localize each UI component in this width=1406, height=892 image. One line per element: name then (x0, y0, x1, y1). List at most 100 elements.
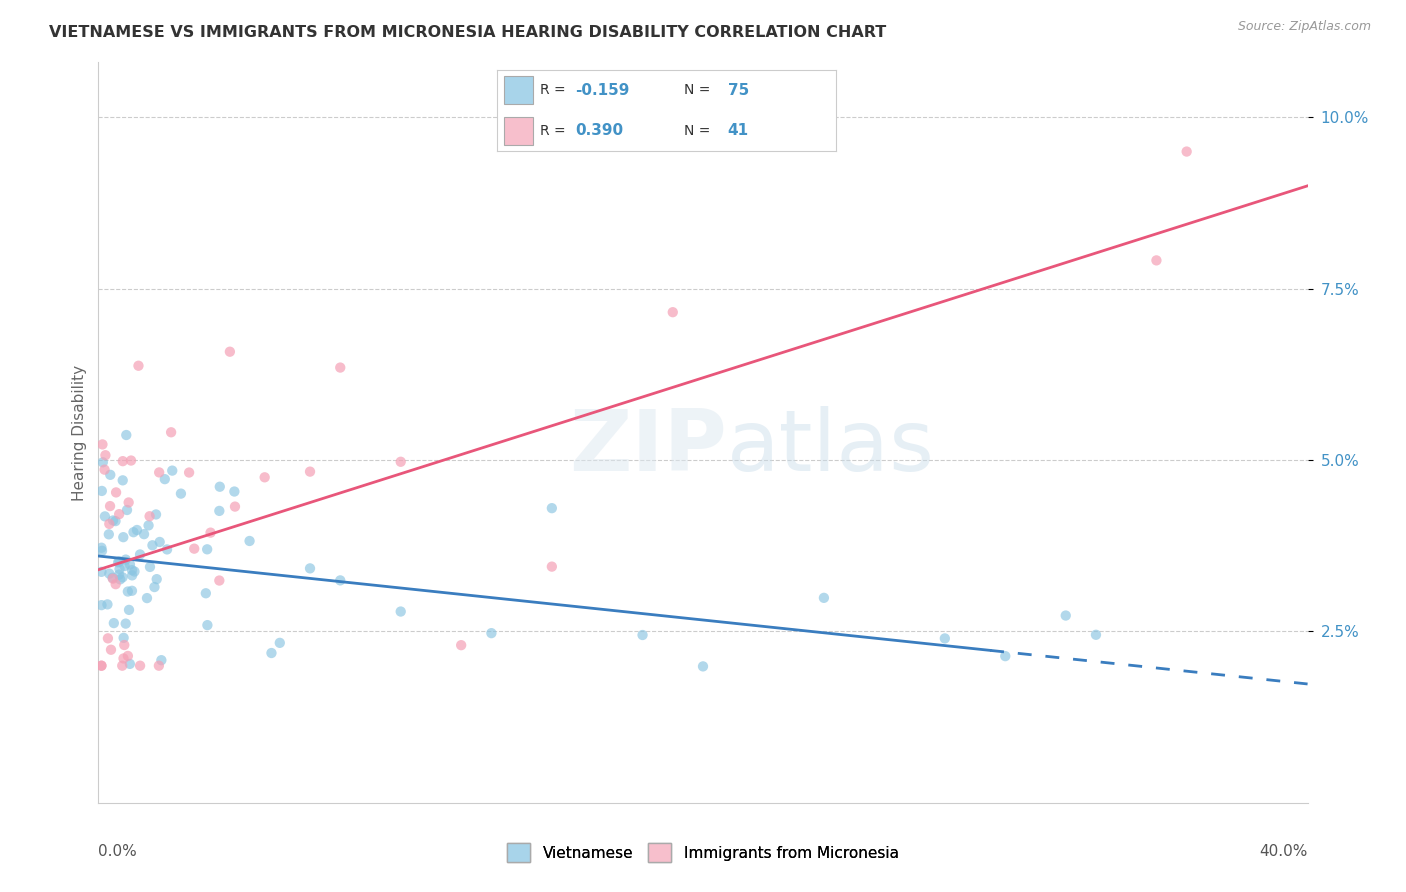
Point (150, 653, 173, 667)
Y-axis label: Hearing Disability: Hearing Disability (72, 365, 87, 500)
Point (661, 305, 683, 319)
Point (97, 632, 120, 646)
Point (631, 628, 654, 642)
Text: ZIP: ZIP (569, 406, 727, 489)
Point (540, 501, 562, 516)
Point (118, 558, 141, 572)
Point (183, 541, 205, 556)
Point (149, 535, 172, 549)
Legend: Vietnamese, Immigrants from Micronesia: Vietnamese, Immigrants from Micronesia (508, 843, 898, 862)
Point (127, 359, 149, 373)
Point (170, 486, 193, 500)
Point (108, 507, 131, 521)
Point (145, 572, 167, 586)
Point (90, 541, 112, 555)
Point (107, 555, 129, 569)
Point (103, 616, 125, 631)
Point (108, 554, 131, 568)
Point (139, 560, 162, 574)
Point (138, 509, 160, 524)
Point (114, 616, 136, 631)
Point (253, 470, 276, 484)
Point (108, 572, 131, 586)
Point (540, 559, 562, 574)
Point (329, 360, 352, 375)
Point (389, 605, 412, 619)
Point (179, 466, 201, 480)
Point (148, 466, 170, 480)
Text: Source: ZipAtlas.com: Source: ZipAtlas.com (1237, 20, 1371, 33)
Point (389, 455, 412, 469)
Point (160, 425, 183, 440)
Point (114, 552, 136, 566)
Point (121, 568, 143, 582)
Point (208, 574, 231, 588)
Point (299, 465, 322, 479)
Point (269, 636, 291, 650)
Point (91, 437, 114, 451)
Point (1175, 145, 1198, 159)
Point (98, 467, 121, 482)
Point (299, 561, 322, 575)
Point (136, 591, 159, 606)
Point (994, 649, 1017, 664)
Point (260, 646, 283, 660)
Point (148, 658, 170, 673)
Point (145, 508, 167, 522)
Point (224, 484, 246, 499)
Point (195, 542, 218, 557)
Point (239, 533, 262, 548)
Point (934, 632, 956, 646)
Point (129, 548, 152, 562)
Point (118, 603, 141, 617)
Point (93, 463, 115, 477)
Point (129, 658, 152, 673)
Point (138, 518, 160, 533)
Point (111, 454, 134, 468)
Point (813, 591, 835, 605)
Point (141, 538, 163, 552)
Point (90, 598, 112, 612)
Point (115, 503, 138, 517)
Point (111, 570, 134, 584)
Point (208, 480, 231, 494)
Text: 40.0%: 40.0% (1260, 844, 1308, 858)
Text: 0.0%: 0.0% (98, 844, 138, 858)
Point (120, 453, 142, 467)
Point (101, 572, 124, 586)
Point (100, 642, 122, 657)
Point (450, 638, 472, 652)
Point (104, 514, 127, 528)
Point (197, 618, 219, 632)
Point (132, 527, 155, 541)
Point (115, 428, 138, 442)
Point (105, 485, 128, 500)
Point (200, 525, 222, 540)
Text: atlas: atlas (727, 406, 935, 489)
Point (90, 658, 112, 673)
Point (121, 583, 143, 598)
Point (194, 586, 217, 600)
Point (112, 651, 135, 665)
Point (96, 598, 118, 612)
Point (111, 473, 134, 487)
Point (124, 565, 146, 579)
Point (117, 648, 139, 663)
Point (98, 516, 121, 531)
Point (156, 542, 179, 557)
Point (1144, 253, 1167, 268)
Point (90, 658, 112, 673)
Point (125, 523, 148, 537)
Point (121, 563, 143, 577)
Point (118, 657, 141, 671)
Text: VIETNAMESE VS IMMIGRANTS FROM MICRONESIA HEARING DISABILITY CORRELATION CHART: VIETNAMESE VS IMMIGRANTS FROM MICRONESIA… (49, 25, 886, 40)
Point (90, 483, 112, 498)
Point (143, 580, 166, 594)
Point (153, 472, 176, 486)
Point (91, 544, 114, 558)
Point (97, 527, 120, 541)
Point (94, 509, 117, 524)
Point (111, 658, 134, 673)
Point (94, 448, 117, 462)
Point (91, 455, 114, 469)
